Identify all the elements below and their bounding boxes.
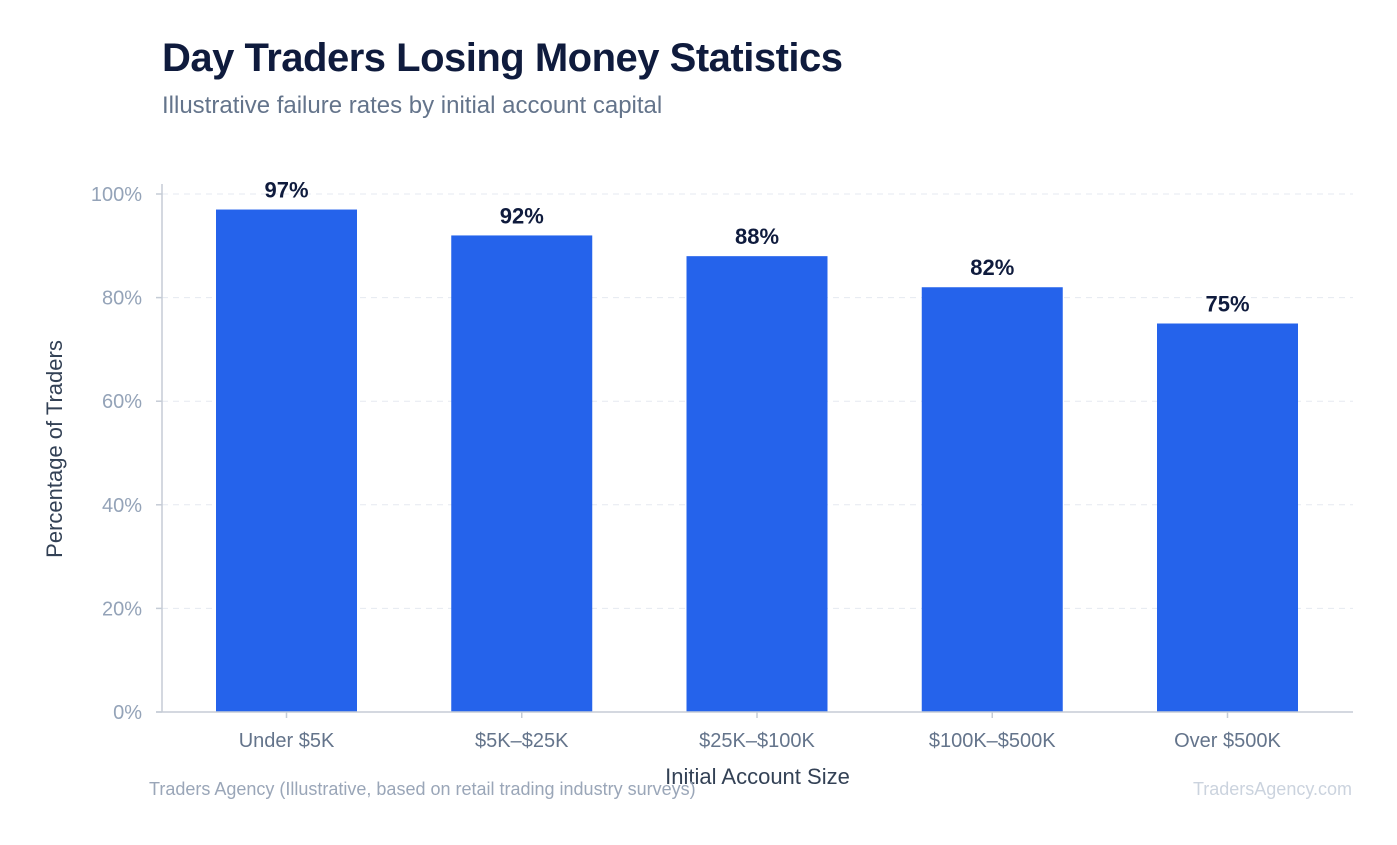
y-tick-label: 100%	[91, 184, 142, 206]
bar	[451, 235, 593, 712]
x-tick-label: $5K–$25K	[475, 730, 569, 752]
y-tick-label: 20%	[102, 598, 142, 620]
y-axis-title: Percentage of Traders	[42, 340, 67, 558]
x-tick-label: Over $500K	[1174, 730, 1281, 752]
labels: 0% 20% 40% 60% 80% 100% 97% Under $5K 92% $5K–$25…	[42, 178, 1282, 789]
bar	[686, 256, 828, 712]
x-tick-label: $100K–$500K	[929, 730, 1056, 752]
bar-value-label: 92%	[500, 203, 544, 228]
y-tick-label: 60%	[102, 391, 142, 413]
bar	[1157, 323, 1298, 712]
bars	[216, 209, 1298, 713]
axes	[156, 184, 1353, 718]
y-tick-label: 0%	[113, 702, 142, 724]
chart-title: Day Traders Losing Money Statistics	[162, 36, 843, 80]
brand-watermark: TradersAgency.com	[1192, 779, 1352, 799]
bar	[921, 287, 1063, 712]
x-axis-title: Initial Account Size	[665, 764, 850, 789]
bar	[216, 209, 357, 713]
bar-value-label: 97%	[264, 178, 308, 203]
x-tick-label: Under $5K	[239, 730, 335, 752]
bar-value-label: 82%	[970, 255, 1014, 280]
x-tick-label: $25K–$100K	[699, 730, 815, 752]
bar-value-label: 75%	[1205, 292, 1249, 317]
chart-subtitle: Illustrative failure rates by initial ac…	[162, 92, 663, 119]
y-tick-label: 40%	[102, 495, 142, 517]
source-note: Traders Agency (Illustrative, based on r…	[149, 779, 696, 799]
y-tick-label: 80%	[102, 288, 142, 310]
bar-value-label: 88%	[735, 224, 779, 249]
